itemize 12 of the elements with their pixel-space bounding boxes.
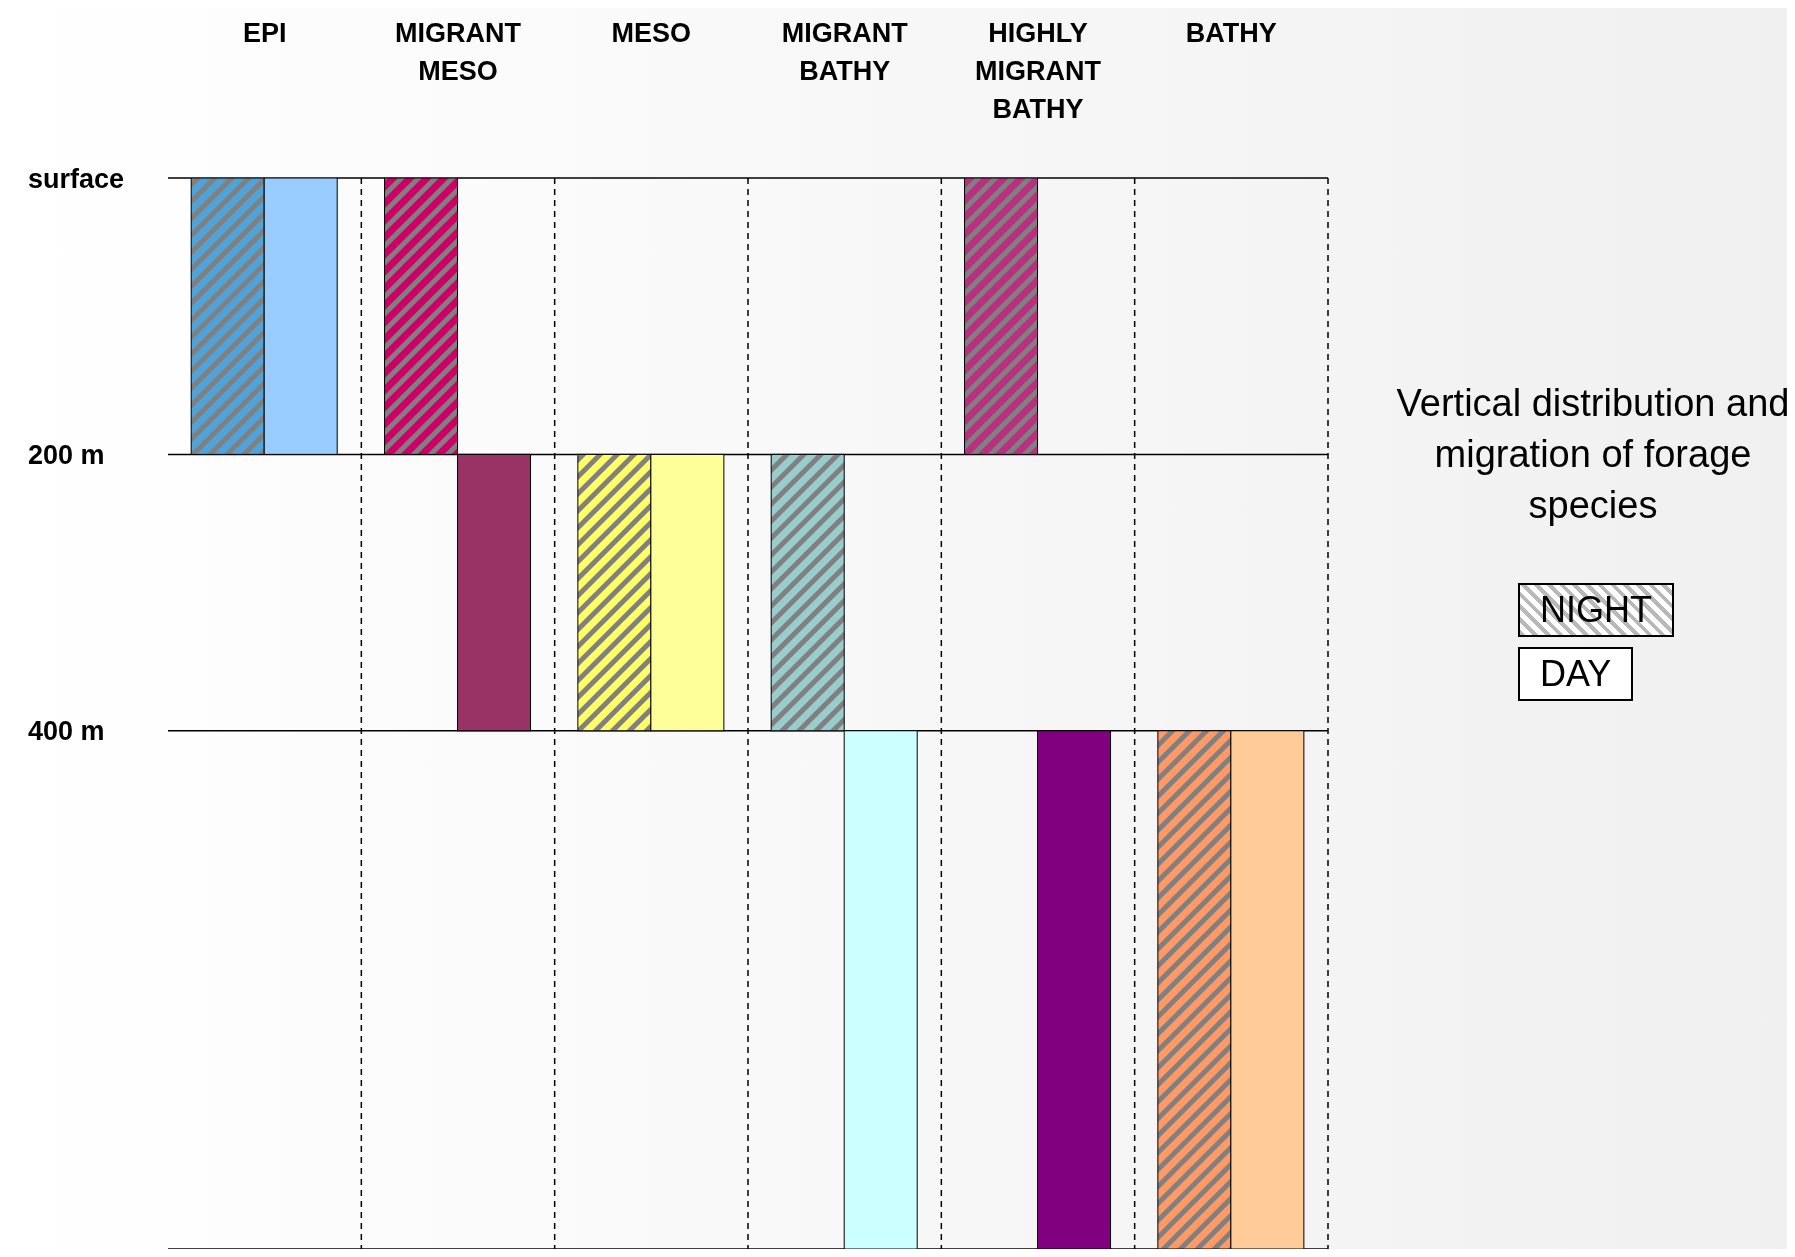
- x-tick-label: BATHY: [1185, 18, 1277, 48]
- y-tick-label: 400 m: [28, 716, 105, 747]
- x-tick-label: EPI: [242, 18, 287, 48]
- text: Vertical distribution and migration of forage species: [1395, 381, 1791, 528]
- y-tick-label: surface: [28, 163, 125, 194]
- x-tick-label: MIGRANT BATHY: [781, 18, 909, 86]
- x-tick-label: MIGRANT MESO: [395, 18, 522, 86]
- text: NIGHT: [1518, 583, 1674, 637]
- x-tick-label: HIGHLY MIGRANT BATHY: [975, 18, 1102, 124]
- legend-label: DAY: [1518, 647, 1634, 701]
- x-tick-label: MESO: [611, 18, 692, 48]
- y-tick-label: 200 m: [28, 439, 105, 470]
